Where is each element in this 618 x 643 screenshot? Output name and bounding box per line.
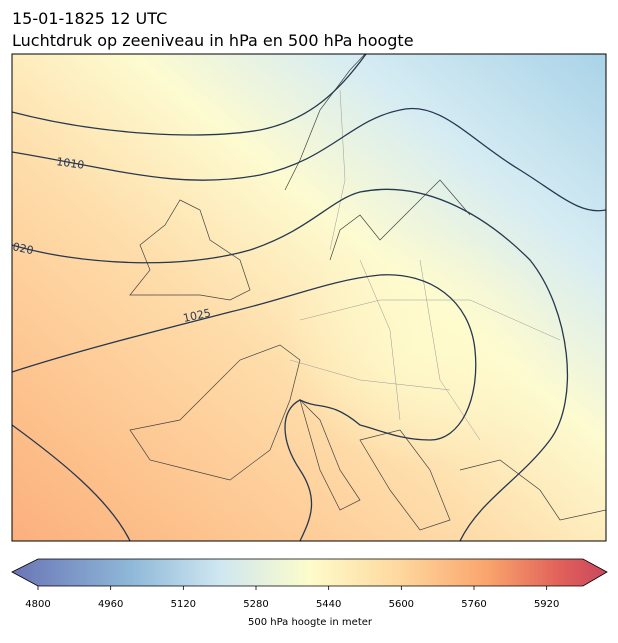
ridge [200,160,600,500]
contour-label: 020 [11,240,34,257]
colorbar-tick-label: 5120 [171,599,196,610]
borders [289,89,561,441]
map-frame [11,53,607,542]
colorbar-tick-label: 4800 [25,599,50,610]
isobar [12,424,131,541]
subtitle: Luchtdruk op zeeniveau in hPa en 500 hPa… [12,31,414,50]
coastline [129,54,606,531]
colorbar-label: 500 hPa hoogte in meter [248,617,373,628]
colorbar-tick-label: 5600 [389,599,414,610]
isobar [12,274,477,541]
contour-label: 1010 [56,155,86,172]
colorbar-tick-label: 5760 [461,599,486,610]
isobar [12,188,569,541]
map: 1010 020 1025 [11,54,606,541]
isobar [12,107,606,212]
colorbar-tick-label: 5920 [534,599,559,610]
contour-label: 1025 [182,306,212,325]
colorbar-tick-label: 5280 [243,599,268,610]
colorbar: 500 hPa hoogte in meter 4800 4960 5120 5280… [11,558,608,628]
colorbar-tick-label: 4960 [98,599,123,610]
isobar [12,54,367,136]
title: 15-01-1825 12 UTC [12,9,167,28]
colorbar-body [11,558,608,587]
colorbar-tick-label: 5440 [316,599,341,610]
